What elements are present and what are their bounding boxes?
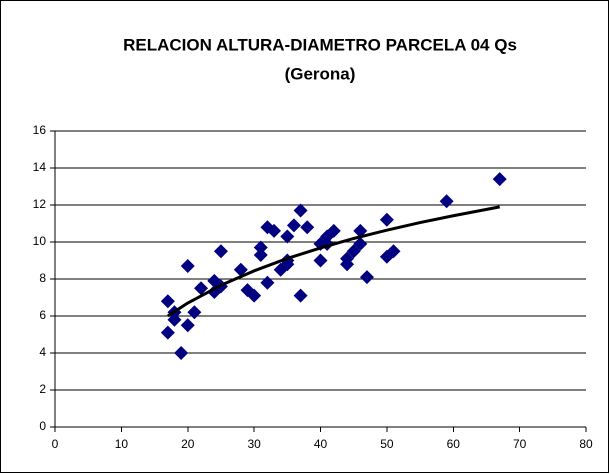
- data-point: [326, 223, 341, 238]
- y-tick-label: 12: [33, 197, 47, 211]
- y-tick-label: 4: [39, 345, 46, 359]
- data-point: [386, 244, 401, 259]
- x-tick-label: 0: [52, 437, 59, 451]
- y-tick-label: 10: [33, 234, 47, 248]
- data-point: [253, 240, 268, 255]
- data-point: [346, 244, 361, 259]
- data-point: [280, 229, 295, 244]
- x-tick-label: 50: [380, 437, 394, 451]
- data-point: [293, 288, 308, 303]
- data-point: [313, 253, 328, 268]
- data-point: [286, 218, 301, 233]
- x-tick-label: 80: [579, 437, 593, 451]
- x-tick-label: 70: [513, 437, 527, 451]
- data-point: [180, 318, 195, 333]
- y-tick-label: 0: [39, 419, 46, 433]
- chart-title: RELACION ALTURA-DIAMETRO PARCELA 04 Qs: [123, 35, 517, 54]
- data-point: [187, 305, 202, 320]
- data-point: [194, 281, 209, 296]
- data-point: [293, 203, 308, 218]
- y-tick-label: 14: [33, 160, 47, 174]
- x-tick-label: 40: [314, 437, 328, 451]
- data-point: [167, 312, 182, 327]
- data-point: [180, 259, 195, 274]
- y-tick-label: 8: [39, 271, 46, 285]
- y-tick-label: 16: [33, 123, 47, 137]
- trendline: [167, 205, 500, 318]
- data-point: [267, 223, 282, 238]
- data-point: [353, 236, 368, 251]
- data-point: [379, 212, 394, 227]
- x-tick-label: 30: [247, 437, 261, 451]
- data-point: [213, 244, 228, 259]
- data-point: [160, 294, 175, 309]
- chart-subtitle: (Gerona): [285, 64, 356, 83]
- data-point: [174, 346, 189, 360]
- y-tick-label: 2: [39, 382, 46, 396]
- x-tick-label: 20: [181, 437, 195, 451]
- x-tick-label: 60: [447, 437, 461, 451]
- data-point: [340, 251, 355, 266]
- data-point: [247, 288, 262, 303]
- data-point: [160, 325, 175, 340]
- y-tick-label: 6: [39, 308, 46, 322]
- data-point: [492, 172, 507, 187]
- data-point: [300, 220, 315, 235]
- x-tick-label: 10: [115, 437, 129, 451]
- data-point: [359, 270, 374, 285]
- data-point: [253, 247, 268, 262]
- data-point: [439, 194, 454, 209]
- data-point: [233, 262, 248, 277]
- data-point: [260, 275, 275, 290]
